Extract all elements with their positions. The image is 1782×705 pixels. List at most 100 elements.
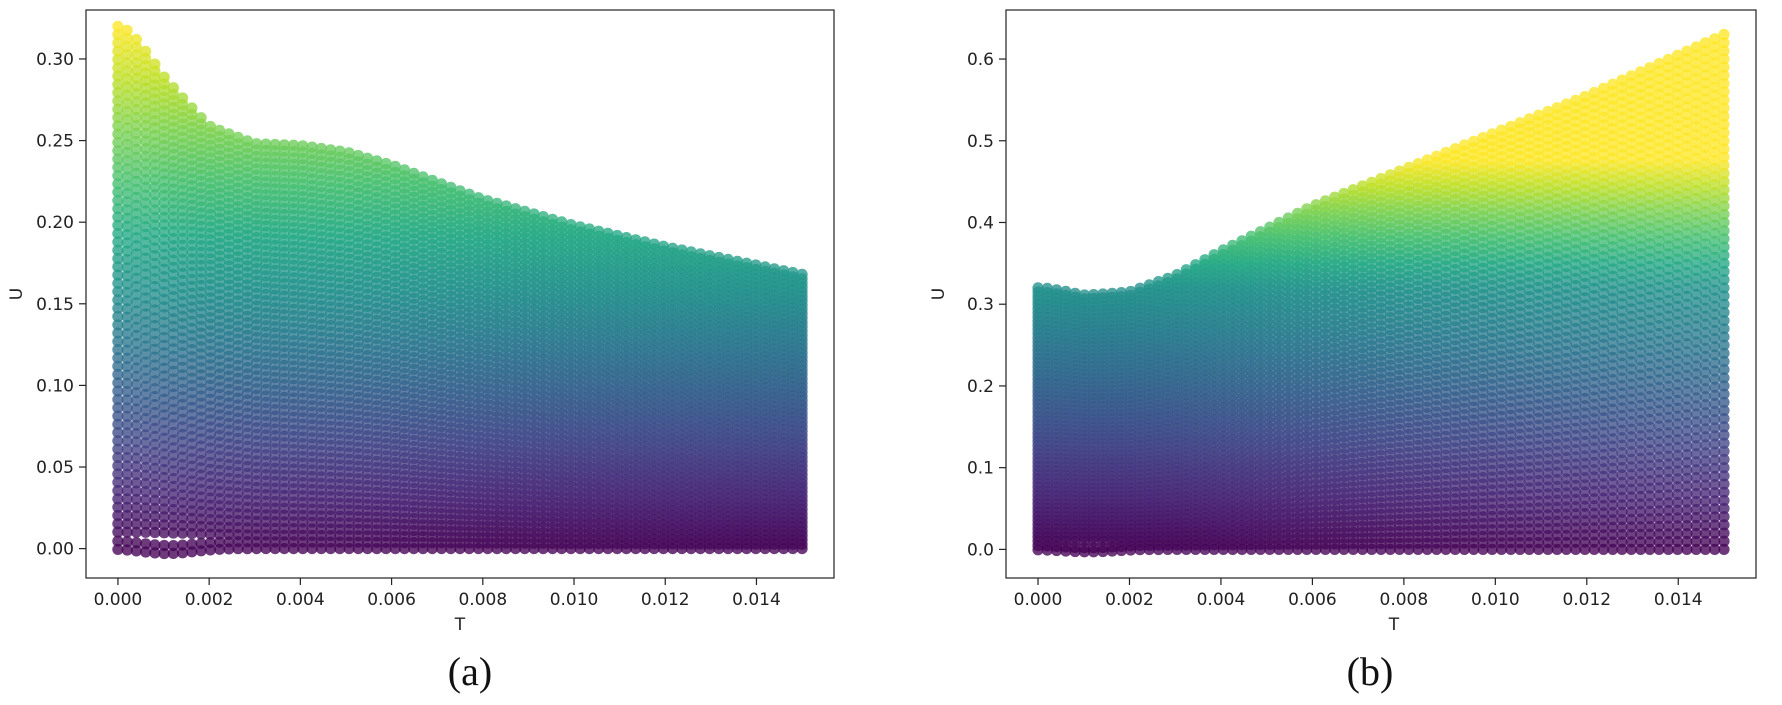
point-a-12-1: [121, 443, 133, 455]
point-a-63-74: [796, 268, 808, 280]
point-a-1-1: [121, 536, 133, 548]
point-a-63-7: [177, 92, 189, 104]
point-a-0-5: [158, 547, 170, 560]
x-tick-label-a-3: 0.006: [367, 590, 416, 610]
point-a-10-2: [130, 460, 142, 472]
point-a-3-6: [167, 519, 179, 531]
point-a-63-9: [195, 112, 207, 124]
point-a-8-6: [167, 480, 179, 492]
point-a-5-3: [140, 502, 152, 514]
point-a-63-66: [722, 253, 734, 265]
point-a-11-4: [149, 454, 161, 466]
point-a-6-2: [130, 493, 142, 505]
panel-label-a: (a): [448, 649, 492, 694]
point-a-1-4: [149, 539, 161, 551]
point-a-2-2: [130, 526, 142, 538]
point-a-63-6: [167, 82, 179, 94]
point-a-63-58: [648, 238, 660, 250]
x-tick-label-a-4: 0.008: [458, 590, 507, 610]
x-tick-label-a-7: 0.014: [732, 590, 781, 610]
point-a-63-60: [667, 242, 679, 254]
point-a-0-7: [177, 547, 189, 559]
point-a-4-6: [167, 511, 179, 523]
point-a-0-1: [121, 544, 133, 556]
x-tick-label-a-6: 0.012: [641, 590, 690, 610]
point-a-8-5: [158, 479, 170, 491]
y-tick-label-a-0: 0.00: [36, 540, 74, 560]
point-a-2-0: [112, 526, 124, 538]
point-a-7-0: [112, 485, 124, 497]
point-a-63-2: [130, 33, 142, 46]
point-a-4-1: [121, 509, 133, 522]
point-a-1-6: [167, 540, 179, 552]
point-a-1-8: [186, 538, 198, 550]
point-a-8-4: [149, 478, 161, 490]
point-a-1-2: [130, 537, 142, 549]
point-a-13-2: [130, 436, 142, 448]
point-a-6-5: [158, 495, 170, 507]
x-ticks-a: 0.000 0.002 0.004 0.006 0.008 0.010 0.012 0.014: [94, 578, 781, 610]
point-a-4-2: [130, 510, 142, 522]
point-a-6-3: [140, 494, 152, 506]
point-a-8-0: [112, 476, 124, 488]
point-a-63-3: [140, 45, 152, 57]
point-a-3-7: [177, 520, 189, 532]
point-a-3-2: [130, 518, 142, 530]
point-a-63-70: [759, 261, 771, 273]
y-tick-label-a-3: 0.15: [36, 295, 74, 315]
point-a-63-51: [583, 223, 596, 235]
x-tick-label-a-0: 0.000: [94, 590, 143, 610]
point-a-1-9: [195, 537, 207, 550]
point-a-3-0: [112, 518, 124, 530]
chart-panel-b: 0.000 0.002 0.004 0.006 0.008 0.010 0.012 0.014…: [929, 9, 1757, 694]
point-a-1-7: [177, 539, 189, 551]
point-a-4-3: [140, 510, 152, 522]
point-a-0-6: [167, 547, 179, 560]
point-a-11-0: [112, 451, 124, 463]
point-a-63-67: [731, 255, 744, 267]
point-a-6-6: [167, 496, 179, 508]
point-a-12-6: [167, 449, 179, 461]
point-a-63-5: [158, 71, 170, 83]
point-a-13-0: [112, 435, 124, 447]
point-a-9-2: [130, 469, 142, 481]
point-a-63-64: [704, 250, 716, 262]
point-a-3-3: [140, 518, 152, 530]
y-tick-label-a-6: 0.30: [36, 50, 74, 70]
point-a-7-1: [121, 485, 133, 497]
x-tick-label-a-5: 0.010: [550, 590, 599, 610]
point-a-8-2: [130, 477, 142, 489]
point-a-4-7: [177, 512, 189, 524]
point-a-9-3: [140, 469, 152, 481]
point-a-7-6: [167, 488, 179, 500]
point-a-10-0: [112, 460, 124, 472]
point-a-1-0: [112, 535, 124, 547]
point-a-5-4: [149, 502, 161, 514]
y-tick-label-a-1: 0.05: [36, 458, 74, 478]
point-a-3-1: [121, 518, 133, 530]
y-ticks-a: 0.000.050.100.150.200.250.30: [36, 50, 86, 560]
point-a-9-6: [167, 473, 179, 485]
point-a-1-10: [204, 537, 216, 549]
point-a-63-61: [676, 244, 688, 256]
point-a-11-1: [121, 452, 133, 464]
point-a-12-5: [158, 448, 170, 460]
point-a-63-55: [620, 232, 633, 244]
x-axis-label-a: T: [454, 615, 466, 635]
point-a-1-5: [158, 539, 170, 552]
point-a-63-53: [602, 227, 614, 239]
point-a-12-0: [112, 443, 124, 455]
y-tick-label-a-5: 0.25: [36, 132, 74, 152]
point-a-7-3: [140, 486, 152, 498]
point-a-4-0: [112, 509, 124, 522]
point-a-9-0: [112, 468, 124, 480]
point-a-2-1: [121, 526, 133, 538]
x-tick-label-a-1: 0.002: [185, 590, 234, 610]
point-a-4-5: [158, 511, 170, 523]
point-a-5-1: [121, 501, 133, 513]
point-a-63-71: [768, 263, 780, 275]
point-a-63-59: [657, 240, 670, 252]
point-a-7-4: [149, 486, 161, 498]
point-a-63-24: [334, 145, 346, 157]
